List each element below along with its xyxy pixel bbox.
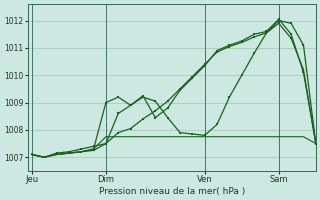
X-axis label: Pression niveau de la mer( hPa ): Pression niveau de la mer( hPa ) <box>99 187 245 196</box>
